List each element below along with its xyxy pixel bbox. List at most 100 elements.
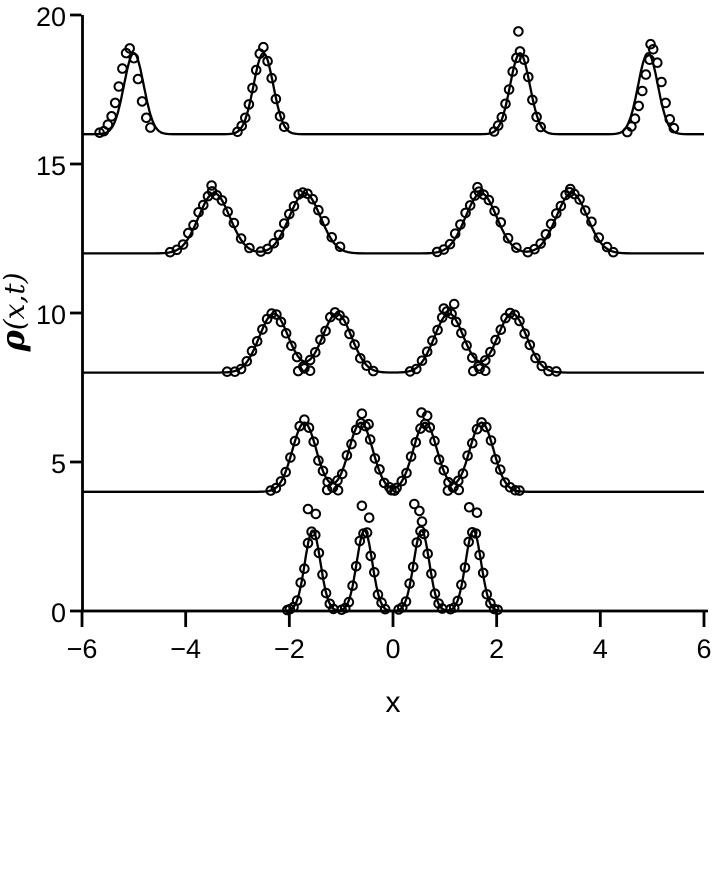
- y-tick-label: 10: [36, 300, 66, 330]
- data-point-marker: [364, 434, 376, 445]
- data-point-marker: [404, 578, 415, 589]
- data-point-marker: [241, 356, 253, 367]
- data-point-marker: [580, 205, 591, 216]
- data-point-marker: [452, 595, 464, 607]
- data-point-marker: [503, 84, 515, 95]
- data-point-marker: [109, 97, 121, 109]
- data-point-marker: [405, 451, 417, 462]
- data-point-marker: [422, 548, 434, 560]
- x-tick-label: 0: [385, 634, 400, 664]
- data-point-marker: [416, 516, 428, 527]
- data-point-marker: [453, 475, 464, 487]
- data-point-marker: [235, 233, 247, 244]
- data-point-marker: [511, 242, 522, 253]
- data-point-marker: [270, 93, 282, 105]
- data-point-marker: [286, 340, 297, 352]
- y-tick-label: 5: [51, 449, 66, 479]
- data-point-marker: [319, 215, 330, 227]
- data-point-marker: [334, 241, 346, 253]
- data-point-marker: [455, 219, 466, 230]
- y-tick-label: 15: [36, 151, 66, 181]
- data-point-marker: [664, 114, 676, 125]
- data-point-marker: [117, 63, 128, 74]
- data-point-marker: [490, 334, 501, 346]
- x-tick-label: 4: [593, 634, 608, 664]
- data-point-marker: [266, 308, 278, 319]
- data-point-marker: [470, 528, 482, 539]
- data-point-marker: [285, 452, 296, 463]
- data-point-marker: [481, 421, 492, 433]
- data-point-marker: [531, 111, 542, 123]
- data-point-marker: [574, 194, 585, 205]
- data-point-marker: [485, 435, 497, 446]
- data-point-marker: [527, 94, 538, 106]
- data-point-marker: [448, 298, 460, 310]
- data-point-marker: [464, 200, 476, 211]
- data-point-marker: [246, 345, 258, 357]
- data-point-marker: [504, 307, 516, 319]
- data-point-marker: [480, 355, 491, 366]
- data-point-marker: [660, 97, 671, 109]
- data-point-marker: [317, 465, 329, 477]
- data-point-marker: [369, 453, 381, 464]
- data-point-marker: [656, 76, 667, 88]
- data-point-marker: [365, 550, 377, 562]
- x-tick-label: −6: [67, 634, 98, 664]
- data-point-marker: [251, 336, 263, 347]
- data-point-marker: [629, 113, 641, 124]
- data-point-marker: [483, 194, 495, 206]
- data-point-marker: [450, 316, 462, 328]
- data-point-marker: [438, 465, 450, 476]
- data-point-marker: [339, 315, 350, 327]
- data-point-marker: [429, 588, 441, 600]
- data-point-marker: [270, 482, 282, 494]
- data-point-marker: [273, 229, 285, 241]
- data-point-marker: [265, 485, 277, 496]
- data-point-marker: [313, 547, 325, 559]
- data-point-marker: [409, 498, 420, 510]
- data-point-marker: [240, 112, 251, 124]
- data-point-marker: [640, 69, 652, 80]
- x-tick-label: −4: [170, 634, 201, 664]
- data-point-marker: [275, 476, 287, 487]
- data-point-marker: [368, 365, 379, 377]
- data-point-marker: [421, 410, 433, 422]
- curves-layer: [81, 51, 705, 613]
- data-point-marker: [136, 96, 148, 107]
- data-point-marker: [485, 346, 496, 358]
- data-point-marker: [438, 303, 450, 314]
- data-point-marker: [343, 596, 355, 608]
- data-point-marker: [313, 455, 324, 466]
- data-point-marker: [396, 475, 408, 487]
- data-point-marker: [310, 347, 321, 358]
- data-point-marker: [369, 567, 380, 578]
- data-point-marker: [545, 218, 557, 230]
- data-point-marker: [432, 324, 443, 336]
- data-point-marker: [291, 351, 303, 363]
- data-point-marker: [268, 238, 280, 249]
- density-curve-row-3: [81, 312, 705, 374]
- data-point-marker: [507, 66, 519, 77]
- data-point-marker: [386, 485, 397, 496]
- data-point-marker: [278, 218, 290, 229]
- data-point-marker: [427, 335, 438, 347]
- data-point-marker: [529, 243, 540, 255]
- data-point-marker: [106, 111, 117, 122]
- data-point-marker: [411, 363, 422, 375]
- data-point-marker: [346, 438, 357, 450]
- data-point-marker: [456, 579, 467, 591]
- data-point-marker: [145, 122, 156, 133]
- data-point-marker: [124, 43, 135, 54]
- data-point-marker: [478, 189, 490, 200]
- data-point-marker: [601, 241, 613, 253]
- data-point-marker: [280, 466, 292, 478]
- data-point-marker: [222, 206, 233, 217]
- data-point-marker: [266, 72, 278, 84]
- data-point-marker: [247, 82, 258, 94]
- axes-layer: 0 5 10 15 20 −6 −4 −2 0 2 4 6: [36, 2, 712, 664]
- data-point-marker: [363, 512, 375, 524]
- data-point-marker: [302, 503, 314, 515]
- data-point-marker: [128, 52, 140, 64]
- data-point-marker: [271, 309, 282, 320]
